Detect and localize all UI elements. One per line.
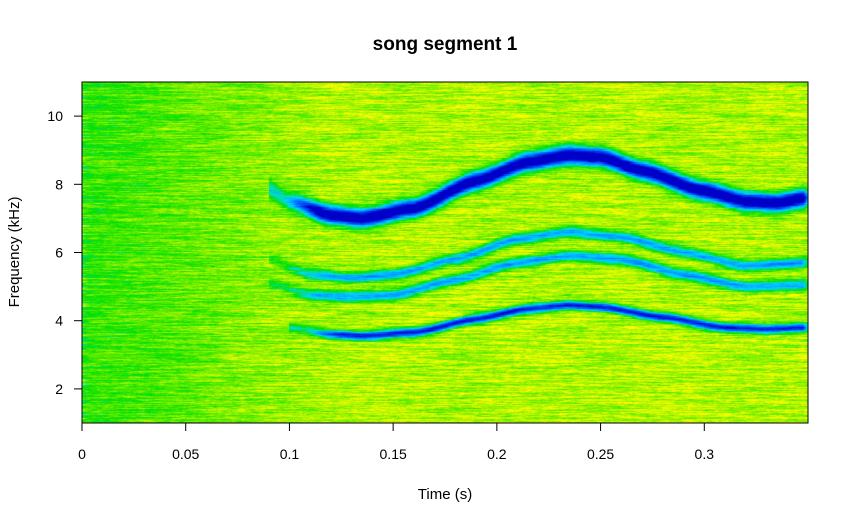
x-tick-label: 0.25	[587, 446, 614, 462]
x-tick-label: 0.05	[172, 446, 199, 462]
x-axis: 0 0.05 0.1 0.15 0.2 0.25 0.3	[78, 422, 715, 462]
y-tick-label: 10	[47, 108, 63, 124]
plot-area	[82, 82, 808, 423]
y-tick-label: 6	[55, 245, 63, 261]
y-axis: 2 4 6 8 10	[47, 108, 83, 397]
chart-title: song segment 1	[373, 34, 518, 55]
x-axis-label: Time (s)	[418, 486, 472, 503]
y-tick-label: 2	[55, 381, 63, 397]
x-tick-label: 0	[78, 446, 86, 462]
x-tick-label: 0.3	[695, 446, 715, 462]
x-tick-label: 0.15	[380, 446, 407, 462]
y-axis-label: Frequency (kHz)	[6, 197, 23, 308]
x-tick-label: 0.2	[487, 446, 507, 462]
y-tick-label: 4	[55, 313, 63, 329]
y-tick-label: 8	[55, 176, 63, 192]
x-tick-label: 0.1	[280, 446, 300, 462]
spectrogram-heatmap	[82, 82, 808, 423]
